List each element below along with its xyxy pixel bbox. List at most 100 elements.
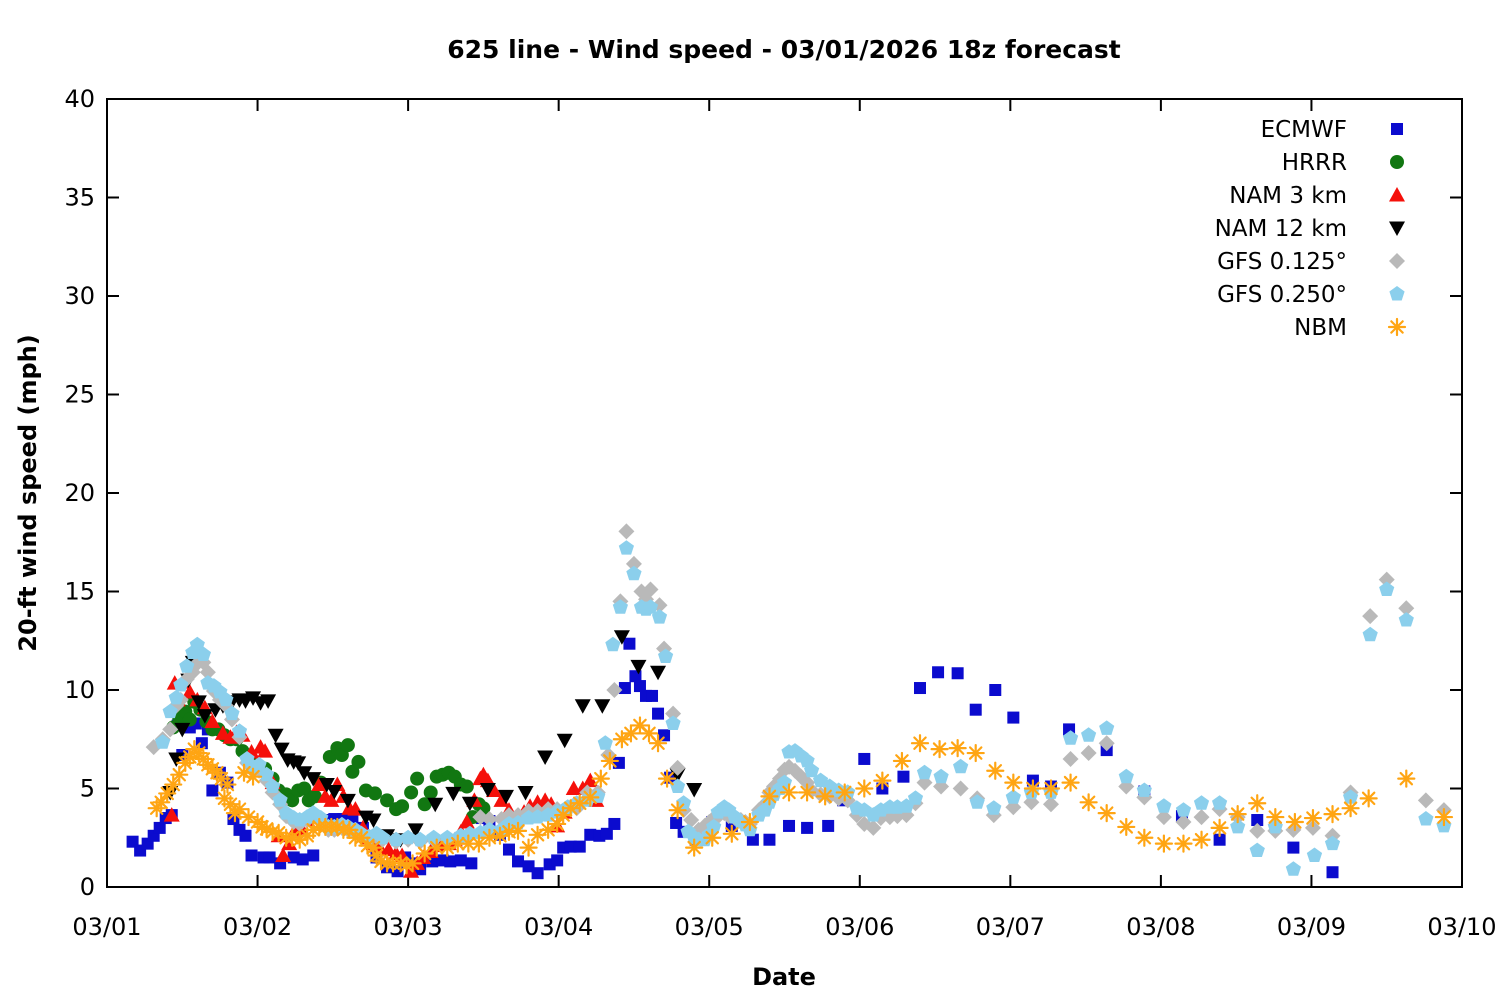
nbm-point xyxy=(966,743,985,763)
gfs250-point xyxy=(706,818,722,834)
gfs250-point xyxy=(426,829,442,845)
nbm-point xyxy=(1061,773,1080,792)
legend-marker-hrrr-icon xyxy=(1390,155,1404,169)
gfs250-point xyxy=(1230,818,1246,834)
gfs250-point xyxy=(224,705,240,721)
nbm-point xyxy=(218,775,237,794)
x-tick-label: 03/07 xyxy=(976,913,1045,941)
gfs250-point xyxy=(1379,581,1395,596)
ecmwf-point xyxy=(1287,841,1300,854)
nbm-point xyxy=(600,751,619,771)
gfs125-point xyxy=(642,581,659,598)
nbm-point xyxy=(283,828,302,847)
nam12-point xyxy=(537,750,554,765)
nbm-point xyxy=(243,767,263,786)
hrrr-point xyxy=(423,785,438,800)
gfs125-point xyxy=(1175,813,1192,830)
x-tick-label: 03/09 xyxy=(1277,913,1346,941)
nam3-point xyxy=(281,835,298,851)
gfs125-point xyxy=(162,721,179,738)
x-tick-label: 03/01 xyxy=(72,913,141,941)
x-tick-label: 03/06 xyxy=(825,913,894,941)
hrrr-point xyxy=(307,789,322,804)
ecmwf-point xyxy=(633,680,646,693)
nam12-point xyxy=(168,752,185,767)
gfs250-point xyxy=(612,599,628,614)
gfs250-point xyxy=(665,715,681,730)
gfs250-point xyxy=(374,829,391,845)
nbm-point xyxy=(612,730,632,749)
gfs250-point xyxy=(605,636,621,652)
x-tick-label: 03/04 xyxy=(524,913,593,941)
ecmwf-point xyxy=(465,857,478,870)
ecmwf-point xyxy=(623,637,636,650)
data-points-layer xyxy=(126,523,1454,880)
nam3-point xyxy=(181,683,198,699)
nbm-point xyxy=(855,779,874,798)
x-tick-label: 03/02 xyxy=(223,913,292,941)
ecmwf-point xyxy=(512,855,525,868)
legend-label-gfs250: GFS 0.250° xyxy=(1217,282,1347,308)
nbm-point xyxy=(740,812,759,832)
gfs250-point xyxy=(259,766,275,782)
y-tick-label: 30 xyxy=(64,282,95,310)
ecmwf-point xyxy=(454,854,467,867)
nam12-point xyxy=(594,699,611,714)
y-tick-label: 20 xyxy=(64,479,95,507)
nbm-point xyxy=(930,739,949,759)
ecmwf-point xyxy=(584,828,597,841)
gfs250-point xyxy=(626,565,642,581)
nbm-point xyxy=(1323,805,1342,824)
nam12-point xyxy=(273,742,290,758)
nam12-point xyxy=(305,772,322,787)
nbm-point xyxy=(760,787,779,806)
nam12-point xyxy=(267,728,284,744)
nam12-point xyxy=(326,784,343,800)
nam12-point xyxy=(260,694,277,709)
nam12-point xyxy=(290,756,307,771)
series-nbm xyxy=(147,716,1454,875)
y-tick-label: 15 xyxy=(64,578,95,606)
nbm-point xyxy=(910,734,930,753)
ecmwf-point xyxy=(522,860,535,873)
ecmwf-point xyxy=(1251,814,1264,827)
gfs250-point xyxy=(218,691,234,707)
nam12-point xyxy=(174,722,191,738)
gfs250-point xyxy=(1324,835,1341,851)
nam12-point xyxy=(479,782,496,798)
gfs125-point xyxy=(1378,571,1395,588)
gfs250-point xyxy=(1081,727,1097,742)
x-tick-label: 03/08 xyxy=(1126,913,1195,941)
gfs250-point xyxy=(1398,612,1414,627)
legend-entry-nbm: NBM xyxy=(1294,315,1407,341)
ecmwf-point xyxy=(783,819,796,832)
nam3-point xyxy=(311,776,328,792)
hrrr-point xyxy=(459,779,474,794)
ecmwf-point xyxy=(307,849,320,862)
gfs250-point xyxy=(231,723,248,738)
ecmwf-point xyxy=(658,729,671,742)
hrrr-point xyxy=(395,799,410,814)
ecmwf-point xyxy=(153,821,166,834)
hrrr-point xyxy=(410,771,425,786)
ecmwf-point xyxy=(287,851,300,864)
nbm-point xyxy=(1434,807,1454,827)
gfs250-point xyxy=(933,768,949,784)
nbm-point xyxy=(685,838,704,857)
legend-entry-gfs250: GFS 0.250° xyxy=(1217,282,1405,308)
gfs250-point xyxy=(1362,626,1378,642)
gfs125-point xyxy=(1155,809,1172,826)
ecmwf-point xyxy=(1007,711,1020,724)
ecmwf-point xyxy=(989,684,1002,696)
nbm-point xyxy=(873,771,892,790)
gfs125-point xyxy=(1249,822,1266,839)
ecmwf-point xyxy=(245,849,258,862)
nbm-point xyxy=(230,800,249,819)
gfs250-point xyxy=(251,756,267,772)
ecmwf-point xyxy=(239,829,252,842)
nbm-point xyxy=(508,821,528,840)
nbm-point xyxy=(1154,834,1174,853)
gfs250-point xyxy=(1212,795,1228,810)
